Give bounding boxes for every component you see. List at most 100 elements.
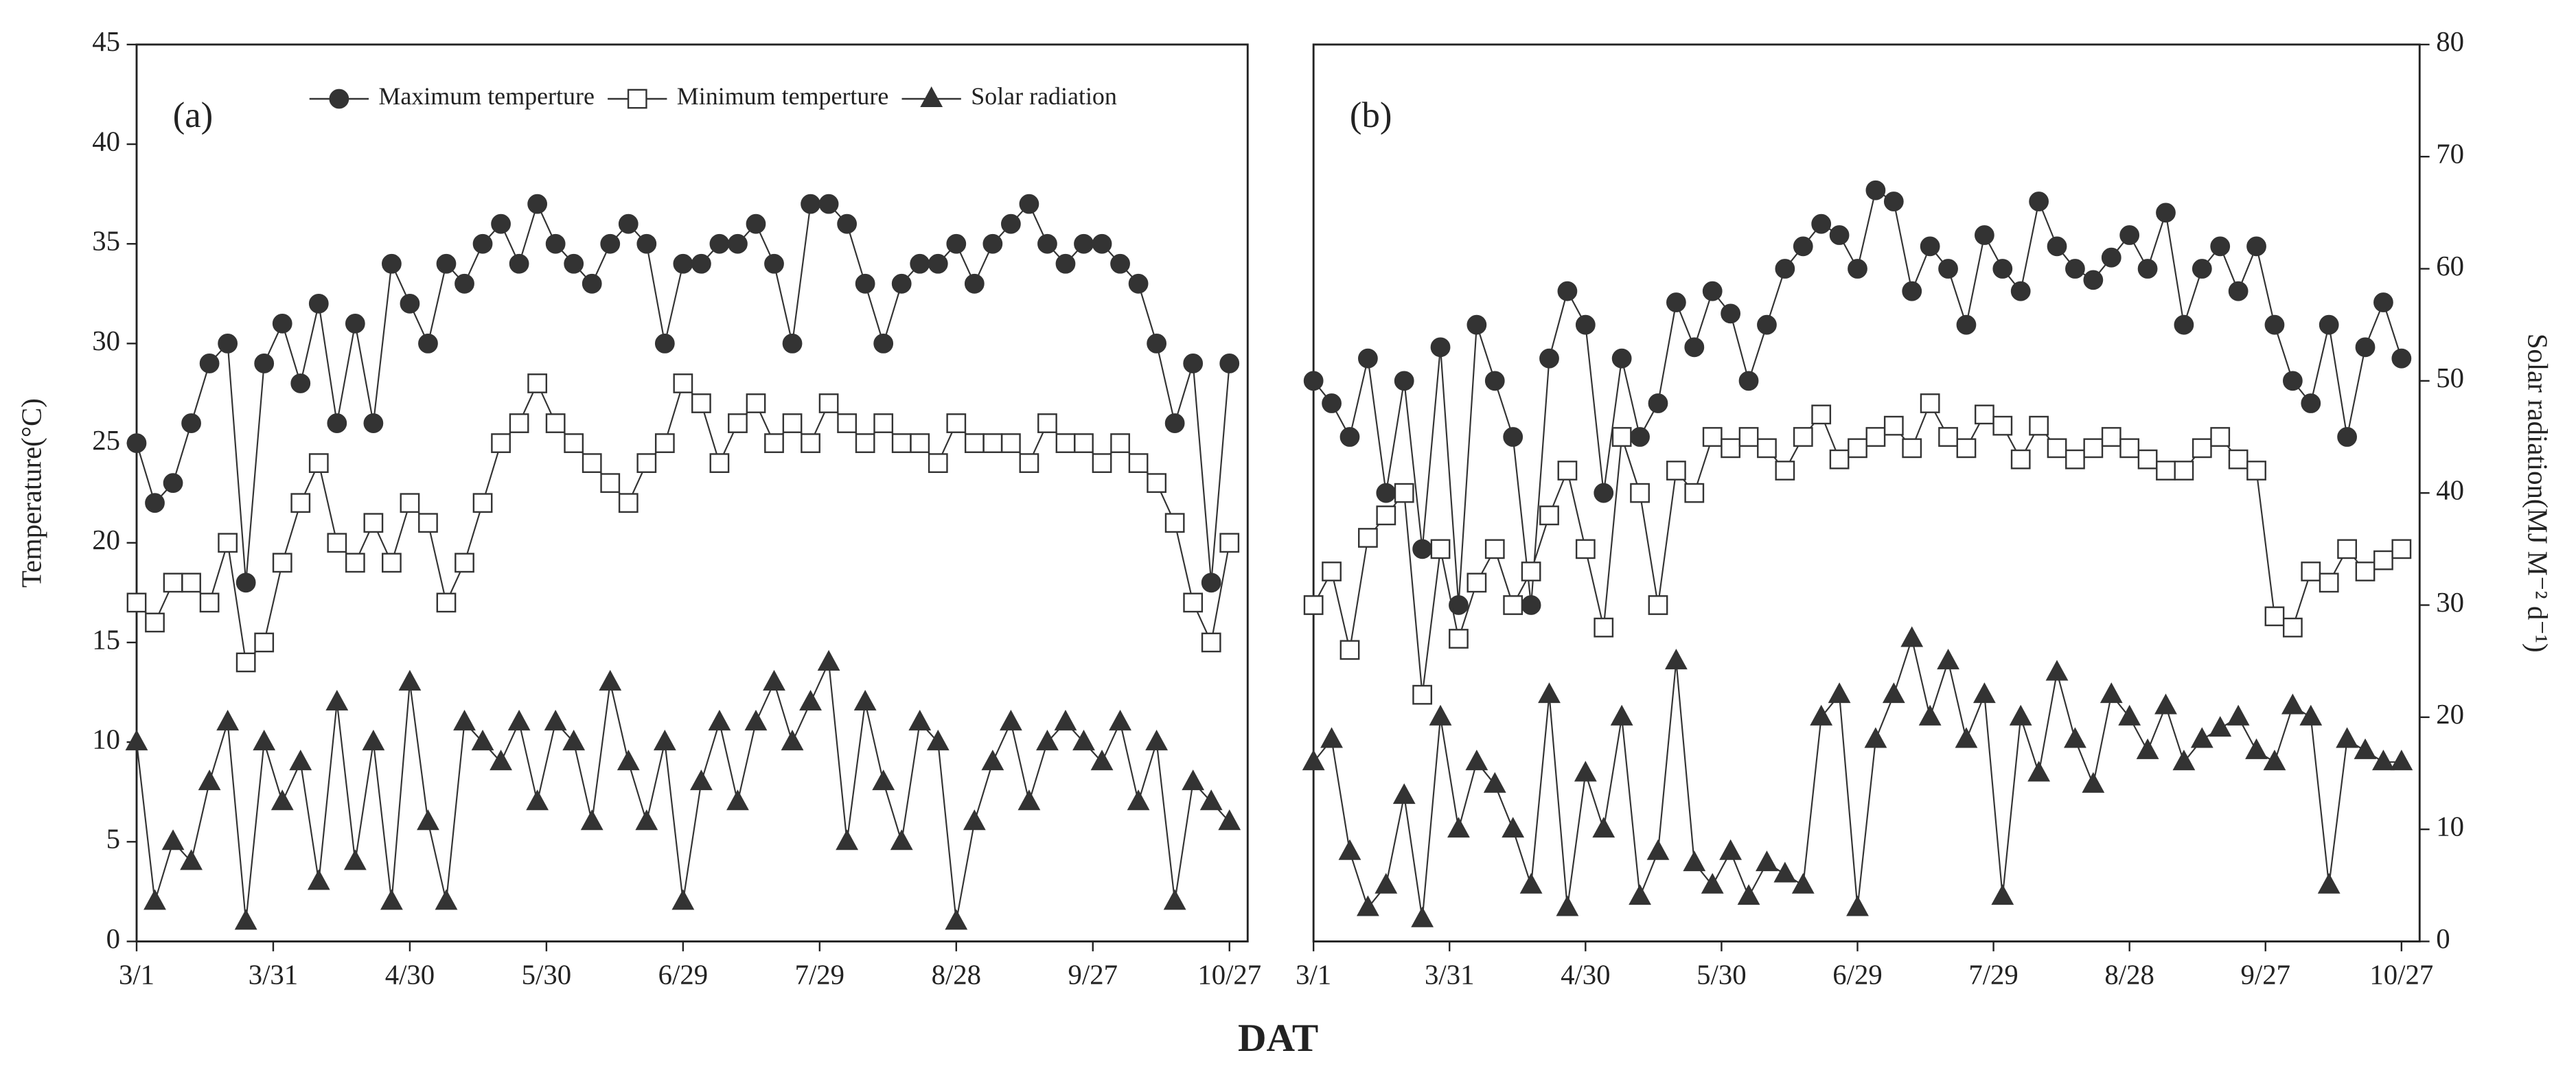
marker-triangle [1392, 783, 1416, 805]
marker-triangle [599, 669, 622, 691]
marker-triangle [1218, 809, 1241, 831]
marker-square [1484, 539, 1505, 559]
marker-square [2010, 449, 2031, 470]
marker-square [618, 493, 639, 513]
marker-circle [235, 572, 256, 593]
marker-circle [1110, 253, 1130, 274]
marker-triangle [1356, 895, 1379, 916]
marker-square [964, 433, 985, 453]
y-axis-label: Solar radiation(MJ M⁻² d⁻¹) [2522, 334, 2553, 653]
marker-square [2156, 461, 2176, 481]
marker-triangle [1610, 704, 1633, 726]
x-tick-label: 9/27 [1068, 960, 1118, 991]
marker-circle [2282, 371, 2303, 391]
marker-triangle [2227, 704, 2250, 726]
marker-triangle [1719, 839, 1743, 860]
marker-circle [1358, 348, 1378, 369]
marker-circle [1128, 273, 1149, 294]
marker-square [1521, 562, 1541, 581]
legend-marker [627, 89, 647, 109]
marker-square [764, 433, 784, 453]
marker-square [1430, 539, 1451, 559]
marker-square [1449, 629, 1469, 649]
x-tick-label: 10/27 [2369, 960, 2433, 991]
marker-circle [1503, 427, 1523, 447]
marker-circle [1666, 292, 1686, 312]
y-tick-label: 30 [2436, 587, 2464, 618]
panel-label: (b) [1350, 95, 1392, 135]
marker-square [509, 413, 529, 433]
marker-circle [382, 253, 402, 274]
marker-circle [218, 334, 238, 354]
marker-circle [1738, 371, 1759, 391]
marker-circle [254, 354, 275, 373]
marker-square [491, 433, 511, 453]
marker-square [1147, 473, 1167, 494]
marker-square [1883, 415, 1904, 436]
marker-triangle [1900, 626, 1924, 647]
marker-square [818, 393, 839, 413]
marker-square [527, 373, 548, 393]
marker-triangle [471, 730, 494, 751]
marker-circle [1484, 371, 1505, 391]
marker-square [1684, 483, 1705, 503]
marker-square [654, 433, 675, 453]
marker-triangle [2317, 872, 2341, 894]
marker-triangle [1846, 895, 1869, 916]
marker-triangle [908, 710, 932, 731]
marker-square [2137, 449, 2158, 470]
marker-triangle [981, 750, 1004, 771]
marker-triangle [1072, 730, 1095, 751]
marker-circle [691, 253, 711, 274]
marker-circle [290, 373, 311, 393]
y-tick-label: 5 [106, 824, 120, 855]
marker-circle [582, 273, 602, 294]
marker-square [2210, 427, 2231, 447]
marker-triangle [853, 689, 877, 711]
marker-square [728, 413, 748, 433]
marker-triangle [1664, 649, 1688, 670]
marker-square [199, 592, 220, 613]
marker-triangle [671, 889, 695, 910]
marker-square [1303, 595, 1324, 615]
marker-triangle [2082, 772, 2105, 793]
marker-circle [2192, 259, 2212, 279]
marker-triangle [1864, 727, 1887, 748]
marker-square [145, 612, 165, 633]
marker-triangle [180, 849, 203, 870]
marker-triangle [2209, 716, 2232, 737]
marker-circle [1037, 233, 1057, 254]
marker-circle [1920, 236, 1940, 257]
marker-circle [746, 213, 766, 234]
marker-square [673, 373, 693, 393]
marker-square [1110, 433, 1130, 453]
marker-triangle [2354, 738, 2377, 759]
marker-triangle [198, 769, 221, 791]
marker-triangle [2299, 704, 2323, 726]
marker-circle [491, 213, 511, 234]
marker-circle [2210, 236, 2231, 257]
marker-circle [1721, 303, 1741, 324]
marker-square [455, 553, 474, 573]
marker-square [1630, 483, 1650, 503]
marker-square [946, 413, 967, 433]
marker-circle [564, 253, 584, 274]
marker-triangle [2154, 693, 2177, 715]
marker-circle [2156, 202, 2176, 223]
y-tick-label: 0 [106, 923, 120, 954]
marker-triangle [1592, 817, 1615, 838]
marker-circle [1557, 281, 1578, 301]
x-tick-label: 4/30 [385, 960, 435, 991]
marker-circle [2065, 259, 2085, 279]
marker-circle [472, 233, 493, 254]
marker-circle [2083, 270, 2104, 290]
marker-triangle [125, 730, 148, 751]
marker-circle [910, 253, 930, 274]
marker-square [2047, 438, 2067, 459]
marker-circle [1147, 334, 1167, 354]
marker-circle [199, 354, 220, 373]
marker-circle [1630, 427, 1650, 447]
x-tick-label: 9/27 [2241, 960, 2290, 991]
marker-triangle [763, 669, 785, 691]
